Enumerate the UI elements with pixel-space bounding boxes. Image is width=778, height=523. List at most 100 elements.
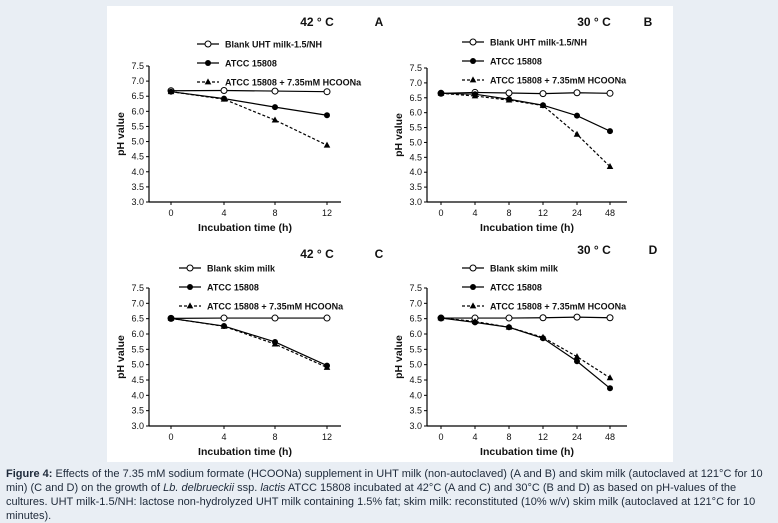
caption-text-2: ssp. — [234, 482, 260, 494]
y-tick-label: 4.5 — [409, 375, 422, 385]
data-point — [324, 112, 330, 118]
y-tick-label: 4.0 — [131, 390, 144, 400]
x-axis-title: Incubation time (h) — [480, 446, 574, 458]
legend-marker — [205, 78, 212, 84]
y-tick-label: 4.5 — [409, 152, 422, 162]
legend-marker — [187, 284, 193, 290]
x-axis-title: Incubation time (h) — [480, 222, 574, 234]
data-point — [540, 315, 546, 321]
series-line — [171, 318, 327, 365]
y-axis-title: pH value — [393, 113, 405, 157]
x-tick-label: 0 — [438, 432, 443, 442]
legend-marker — [470, 39, 476, 45]
legend-label: ATCC 15808 — [207, 283, 259, 293]
x-tick-label: 12 — [322, 208, 332, 218]
y-tick-label: 5.5 — [409, 123, 422, 133]
x-tick-label: 4 — [221, 208, 226, 218]
series-0 — [438, 89, 613, 96]
legend-entry: ATCC 15808 — [197, 59, 277, 69]
legend-label: ATCC 15808 — [490, 57, 542, 67]
panel-letter: A — [375, 15, 384, 29]
x-tick-label: 4 — [472, 432, 477, 442]
legend-label: Blank UHT milk-1.5/NH — [225, 40, 322, 50]
y-tick-label: 5.5 — [409, 344, 422, 354]
y-tick-label: 7.0 — [131, 76, 144, 86]
series-1 — [168, 315, 330, 368]
y-tick-label: 6.5 — [409, 93, 422, 103]
panel-letter: C — [375, 247, 384, 261]
data-point — [607, 374, 614, 380]
y-axis-title: pH value — [393, 335, 405, 379]
caption-subspecies: lactis — [260, 482, 285, 494]
series-line — [441, 317, 610, 318]
panel-letter: D — [649, 243, 658, 257]
series-line — [171, 92, 327, 116]
y-tick-label: 7.5 — [131, 283, 144, 293]
y-tick-label: 5.5 — [131, 344, 144, 354]
x-axis-title: Incubation time (h) — [198, 446, 292, 458]
data-point — [221, 315, 227, 321]
data-point — [574, 113, 580, 119]
temperature-label: 42 ° C — [300, 247, 334, 261]
caption-label: Figure 4: — [6, 468, 52, 480]
legend-marker — [205, 41, 211, 47]
data-point — [324, 315, 330, 321]
x-tick-label: 24 — [572, 208, 582, 218]
series-line — [441, 93, 610, 131]
y-tick-label: 4.5 — [131, 375, 144, 385]
y-tick-label: 6.5 — [131, 314, 144, 324]
legend-entry: Blank UHT milk-1.5/NH — [197, 40, 322, 50]
series-line — [171, 92, 327, 145]
legend-marker — [470, 58, 476, 64]
series-2 — [438, 314, 614, 380]
series-1 — [438, 90, 613, 134]
data-point — [272, 315, 278, 321]
data-point — [574, 353, 581, 359]
caption-species: Lb. delbrueckii — [163, 482, 234, 494]
legend-marker — [470, 76, 477, 82]
y-tick-label: 3.5 — [131, 406, 144, 416]
series-line — [441, 318, 610, 388]
y-tick-label: 6.0 — [131, 329, 144, 339]
series-line — [441, 93, 610, 166]
y-tick-label: 3.0 — [131, 197, 144, 207]
y-tick-label: 3.5 — [131, 182, 144, 192]
series-1 — [168, 89, 330, 119]
legend-entry: ATCC 15808 — [179, 283, 259, 293]
legend-marker — [187, 265, 193, 271]
x-tick-label: 48 — [605, 208, 615, 218]
data-point — [607, 385, 613, 391]
y-tick-label: 5.5 — [131, 121, 144, 131]
legend-entry: Blank skim milk — [462, 264, 559, 274]
series-1 — [438, 315, 613, 391]
y-tick-label: 5.0 — [131, 137, 144, 147]
legend-entry: Blank skim milk — [179, 264, 276, 274]
y-tick-label: 4.0 — [409, 390, 422, 400]
x-tick-label: 4 — [472, 208, 477, 218]
data-point — [540, 91, 546, 97]
y-tick-label: 6.5 — [409, 314, 422, 324]
data-point — [607, 163, 614, 169]
y-tick-label: 3.5 — [409, 406, 422, 416]
legend-label: ATCC 15808 + 7.35mM HCOONa — [490, 76, 627, 86]
x-tick-label: 48 — [605, 432, 615, 442]
y-tick-label: 4.5 — [131, 152, 144, 162]
series-0 — [168, 87, 330, 94]
series-line — [171, 318, 327, 367]
legend-label: ATCC 15808 — [490, 283, 542, 293]
legend-label: ATCC 15808 + 7.35mM HCOONa — [225, 78, 362, 88]
data-point — [506, 90, 512, 96]
legend-label: ATCC 15808 + 7.35mM HCOONa — [207, 302, 344, 312]
x-tick-label: 8 — [272, 208, 277, 218]
legend-entry: ATCC 15808 + 7.35mM HCOONa — [197, 78, 362, 88]
legend-marker — [470, 302, 477, 308]
data-point — [574, 314, 580, 320]
legend-marker — [187, 302, 194, 308]
legend-entry: ATCC 15808 — [462, 283, 542, 293]
y-axis-title: pH value — [115, 335, 127, 379]
data-point — [607, 128, 613, 134]
series-2 — [168, 315, 331, 370]
